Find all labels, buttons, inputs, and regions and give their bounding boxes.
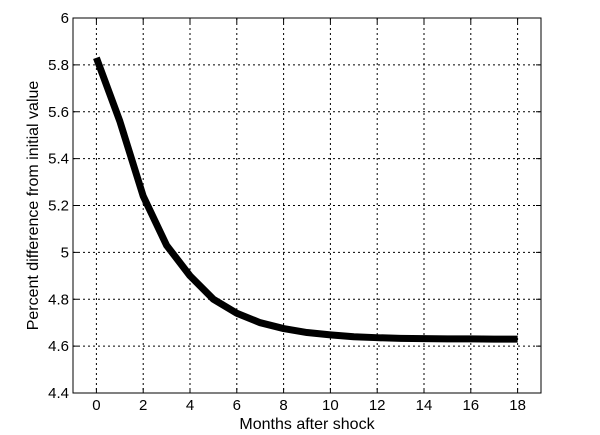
y-tick-label: 4.6 (48, 338, 69, 355)
series-group (93, 56, 518, 343)
x-tick-label: 18 (509, 397, 526, 414)
x-tick-label: 0 (92, 397, 100, 414)
y-tick-label: 5 (61, 244, 69, 261)
x-tick-label: 8 (279, 397, 287, 414)
y-tick-label: 5.6 (48, 104, 69, 121)
x-tick-label: 12 (369, 397, 386, 414)
x-tick-label: 10 (322, 397, 339, 414)
y-tick-label: 5.8 (48, 57, 69, 74)
x-tick-label: 2 (139, 397, 147, 414)
y-tick-label: 5.4 (48, 151, 69, 168)
y-tick-label: 6 (61, 10, 69, 27)
x-axis-label: Months after shock (239, 416, 375, 433)
y-tick-label: 4.8 (48, 291, 69, 308)
y-tick-label: 4.4 (48, 385, 69, 402)
series-line (93, 56, 518, 343)
y-axis-label: Percent difference from initial value (25, 81, 42, 331)
x-tick-label: 14 (416, 397, 433, 414)
axis-ticks: 0 2 4 6 8 10 12 14 16 18 4.4 4.6 4.8 5 5.2 5.4 5.6 5.8 6 (48, 10, 541, 414)
y-tick-label: 5.2 (48, 198, 69, 215)
x-tick-label: 16 (462, 397, 479, 414)
x-tick-label: 6 (233, 397, 241, 414)
x-tick-label: 4 (186, 397, 194, 414)
